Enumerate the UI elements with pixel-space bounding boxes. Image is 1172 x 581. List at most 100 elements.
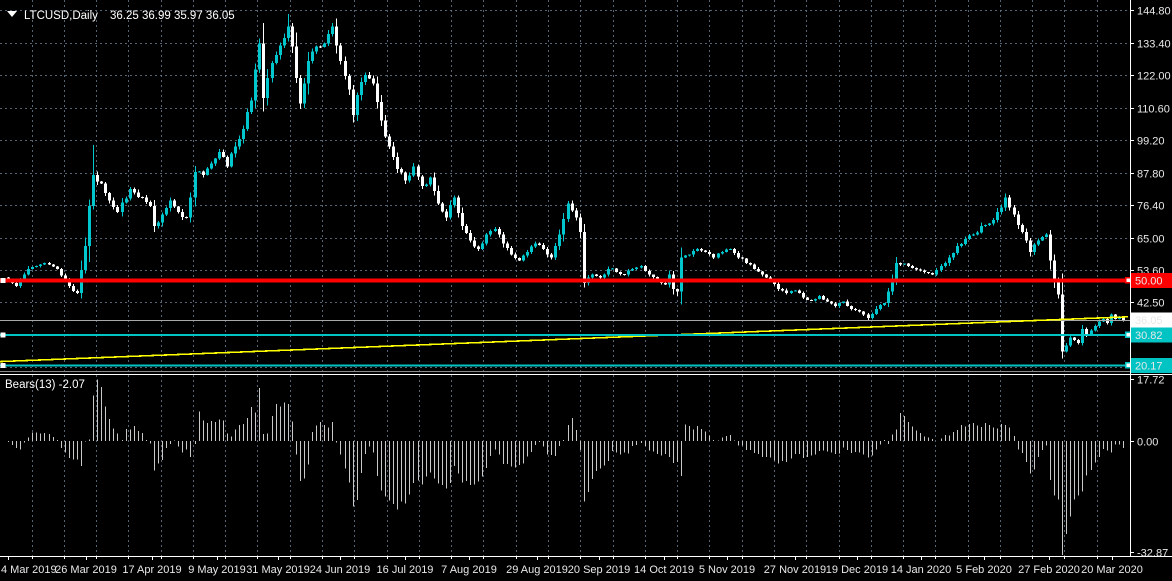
candle-body [1004,197,1007,208]
candle-body [1000,207,1003,212]
candle-body [27,268,30,275]
candle-body [173,200,176,207]
horizontal-line-5000-handle-left[interactable] [0,277,6,283]
candle-body [704,250,707,252]
candle-body [234,146,237,154]
candle-body [352,89,355,115]
candle-body [826,299,829,302]
candle-body [506,243,509,248]
candle-body [753,264,756,269]
candle-body [210,163,213,169]
candle-body [275,55,278,64]
candle-body [177,206,180,212]
bears-power-histogram [8,379,1124,555]
candle-body [818,295,821,299]
candle-body [871,313,874,318]
candle-body [956,246,959,253]
candle-body [376,83,379,103]
candle-body [72,286,75,291]
candle-body [696,248,699,251]
price-axis-label: 65.00 [1137,234,1165,246]
candle-body [429,177,432,185]
candle-body [469,232,472,241]
candle-body [1013,207,1016,215]
time-axis-label: 14 Jan 2020 [891,564,952,576]
candle-body [554,245,557,258]
candle-body [348,76,351,90]
candle-body [538,243,541,245]
candle-body [648,270,651,275]
candle-body [287,26,290,38]
candle-body [1057,280,1060,295]
time-axis-label: 19 Dec 2019 [826,564,888,576]
candle-body [165,207,168,215]
candle-body [1008,197,1011,208]
candle-body [198,171,201,173]
candle-body [242,129,245,140]
candle-body [562,218,565,235]
candle-body [335,26,338,46]
candle-body [927,272,930,274]
candle-body [652,274,655,278]
candle-body [453,197,456,206]
candle-body [84,246,87,270]
price-axis-label: 122.00 [1137,71,1171,83]
time-axis-label: 27 Feb 2020 [1018,564,1080,576]
time-axis-label: 5 Nov 2019 [699,564,755,576]
horizontal-line-3082-handle-left[interactable] [0,332,6,338]
candle-body [1021,224,1024,232]
candle-body [60,268,63,276]
main-chart-area[interactable] [0,0,1130,373]
candlestick-series [7,14,1125,359]
candle-body [903,263,906,265]
candle-body [153,206,156,227]
candle-body [806,297,809,300]
candle-body [692,250,695,255]
collapse-arrow-icon[interactable] [7,11,17,17]
candle-body [271,63,274,78]
candle-body [319,46,322,48]
horizontal-line-2017-handle-right[interactable] [1124,362,1132,369]
candle-body [644,266,647,271]
price-tag-5000 [1131,272,1172,288]
candle-body [530,246,533,252]
time-axis-label: 9 May 2019 [188,564,245,576]
candle-body [1085,328,1088,335]
candle-body [1049,234,1052,261]
candle-body [1065,345,1068,352]
candle-body [838,302,841,306]
candle-body [323,43,326,48]
candle-body [68,280,71,287]
candle-body [315,46,318,52]
candle-body [392,146,395,158]
candle-body [396,157,399,170]
candle-body [1090,330,1093,335]
candle-body [757,268,760,272]
time-axis-label: 26 Mar 2019 [55,564,117,576]
candle-body [834,303,837,306]
price-tag-3082-text: 30.82 [1135,330,1163,342]
candle-body [489,231,492,235]
candle-body [968,235,971,239]
candle-body [230,153,233,167]
candle-body [895,263,898,279]
trendline[interactable] [0,316,1129,363]
candle-body [246,112,249,130]
indicator-area[interactable] [0,375,1130,556]
candle-body [976,232,979,235]
candle-body [327,33,330,44]
candle-body [992,219,995,224]
horizontal-line-5000-handle-right[interactable] [1124,277,1132,284]
horizontal-line-3082-handle-right[interactable] [1124,331,1132,339]
horizontal-line-2017-handle-left[interactable] [0,362,6,368]
candle-body [441,203,444,212]
time-axis-label: 27 Nov 2019 [764,564,826,576]
candle-body [846,301,849,306]
price-axis-label: 87.80 [1137,169,1165,181]
candle-body [92,174,95,207]
time-axis[interactable] [0,556,1172,581]
candle-body [425,184,428,187]
candle-body [919,269,922,271]
candle-body [700,248,703,251]
